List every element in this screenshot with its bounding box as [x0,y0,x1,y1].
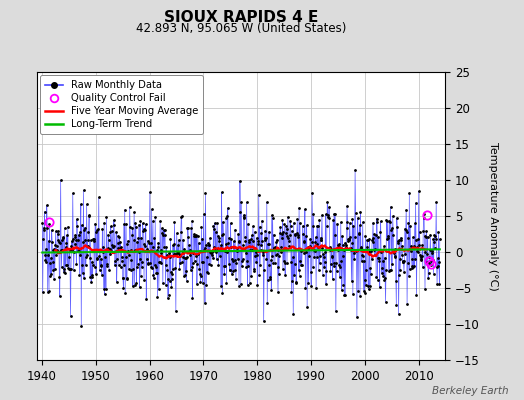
Y-axis label: Temperature Anomaly (°C): Temperature Anomaly (°C) [488,142,498,290]
Text: 42.893 N, 95.065 W (United States): 42.893 N, 95.065 W (United States) [136,22,346,35]
Legend: Raw Monthly Data, Quality Control Fail, Five Year Moving Average, Long-Term Tren: Raw Monthly Data, Quality Control Fail, … [40,75,203,134]
Text: SIOUX RAPIDS 4 E: SIOUX RAPIDS 4 E [164,10,318,25]
Text: Berkeley Earth: Berkeley Earth [432,386,508,396]
